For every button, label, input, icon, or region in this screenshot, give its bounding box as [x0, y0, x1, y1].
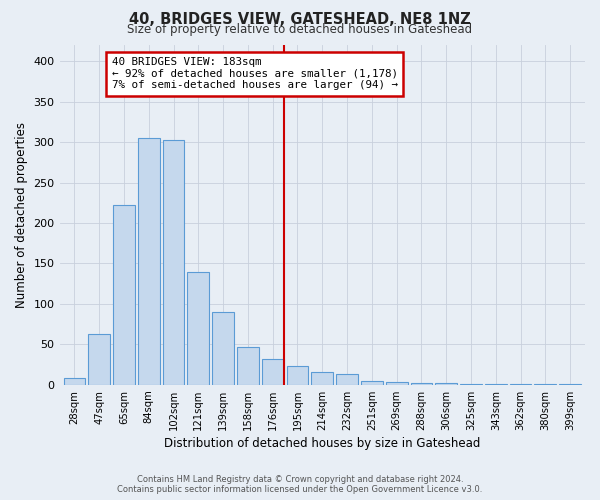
Bar [64, 378, 85, 385]
Bar [559, 384, 581, 385]
Bar [485, 384, 506, 385]
Bar [113, 205, 135, 385]
Text: Contains HM Land Registry data © Crown copyright and database right 2024.
Contai: Contains HM Land Registry data © Crown c… [118, 474, 482, 494]
Bar [535, 384, 556, 385]
Bar [163, 140, 184, 385]
Bar [187, 272, 209, 385]
Bar [386, 382, 407, 385]
Bar [311, 372, 333, 385]
Bar [460, 384, 482, 385]
Bar [262, 359, 284, 385]
Text: 40, BRIDGES VIEW, GATESHEAD, NE8 1NZ: 40, BRIDGES VIEW, GATESHEAD, NE8 1NZ [129, 12, 471, 28]
Bar [410, 383, 433, 385]
Bar [509, 384, 532, 385]
Text: Size of property relative to detached houses in Gateshead: Size of property relative to detached ho… [127, 22, 473, 36]
Bar [336, 374, 358, 385]
Bar [138, 138, 160, 385]
Y-axis label: Number of detached properties: Number of detached properties [15, 122, 28, 308]
Text: 40 BRIDGES VIEW: 183sqm
← 92% of detached houses are smaller (1,178)
7% of semi-: 40 BRIDGES VIEW: 183sqm ← 92% of detache… [112, 57, 398, 90]
Bar [361, 381, 383, 385]
Bar [237, 347, 259, 385]
Bar [212, 312, 234, 385]
Bar [88, 334, 110, 385]
Bar [435, 383, 457, 385]
X-axis label: Distribution of detached houses by size in Gateshead: Distribution of detached houses by size … [164, 437, 481, 450]
Bar [287, 366, 308, 385]
